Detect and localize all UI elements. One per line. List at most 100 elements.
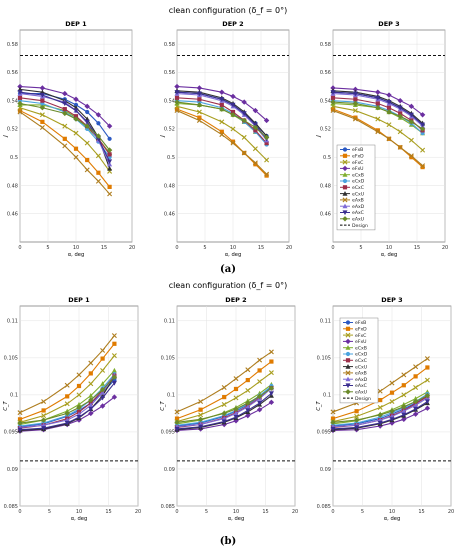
legend-label: eCxD [355,352,368,358]
data-point-eAxB [420,163,426,169]
data-point-eFxU [62,90,68,97]
y-tick-label: 0.56 [7,70,18,76]
data-point-eFxC [352,108,358,114]
data-point-eFxU [256,407,263,413]
y-tick-label: 0.085 [317,504,331,510]
legend-label: eFxC [352,160,363,166]
data-point-eAxC [84,119,90,125]
data-point-eAxC [64,420,70,426]
legend-marker [342,191,348,196]
data-point-eAxC [375,95,381,101]
data-point-eFxC [230,126,236,132]
legend-label: eCxU [355,364,367,370]
data-point-eAxD [88,402,94,408]
y-tick-label: 0.105 [317,356,331,362]
y-tick-label: 0.09 [7,467,18,473]
y-tick-label: 0.11 [320,319,331,325]
data-point-eAxC [174,90,180,95]
data-point-eAxC [268,391,274,397]
data-point-eFxU [95,112,102,118]
y-tick-label: 0.46 [7,212,18,218]
y-tick-label: 0.095 [317,430,331,436]
data-point-eAxU [40,417,47,423]
data-point-eAxB [64,382,70,388]
data-point-eCxC [107,152,112,157]
y-tick-label: 0.09 [164,467,175,473]
data-point-eAxB [352,116,358,122]
chart-panel-b3: DEP 3 0 5 10 15 20 0.085 0.09 0.095 0.1 0.105 0.11 α… [316,296,454,522]
data-point-eAxC [330,426,336,432]
data-point-eCxC [398,111,403,116]
data-point-eAxU [245,400,251,406]
legend-label: eAxB [352,198,364,204]
data-point-eFxD [17,417,23,422]
chart-title: DEP 2 [225,296,246,304]
data-point-eAxB [401,372,407,378]
data-point-eAxU [174,99,180,105]
legend-marker [342,185,348,190]
data-point-eAxU [230,112,236,118]
data-point-eFxD [197,115,202,120]
data-point-eAxU [221,410,227,417]
data-point-eCxB [100,381,106,386]
data-point-eCxC [386,105,392,110]
data-point-eAxB [257,357,263,363]
x-tick-label: 0 [331,245,334,251]
chart-panel-a1: DEP 1 0 5 10 15 20 0.46 0.48 0.5 0.52 0.54 0.56 0.58… [3,20,135,258]
x-tick-label: 0 [18,509,21,515]
chart-panel-a3: DEP 3 0 5 10 15 20 0.46 0.48 0.5 0.52 0.54 0.56 0.58… [316,20,448,258]
data-point-eFxD [198,407,203,412]
data-point-eAxC [386,99,392,105]
chart-panels: DEP 1 0 5 10 15 20 0.46 0.48 0.5 0.52 0.54 0.56 0.58… [3,20,454,522]
data-point-eFxU [99,403,106,409]
legend-label: eFxC [355,333,366,339]
data-point-eAxB [230,140,236,146]
data-point-eFxD [401,383,406,388]
x-tick-label: 20 [286,245,292,251]
data-point-eFxD [17,108,23,113]
x-tick-label: 10 [389,509,395,515]
data-point-eFxU [419,112,426,118]
x-tick-label: 10 [76,509,82,515]
data-point-eFxC [198,412,204,418]
figure-title-b: clean configuration (δ_f = 0°) [169,281,288,290]
legend-marker [342,172,348,177]
data-point-eAxB [76,372,82,378]
legend-label: eAxU [355,390,367,396]
data-point-eFxC [268,370,274,376]
data-point-eAxB [330,409,336,415]
x-tick-label: 0 [331,509,334,515]
data-point-eCxC [264,140,269,146]
data-point-eAxC [257,400,263,406]
data-point-eAxU [84,123,90,129]
data-point-eAxU [76,404,82,411]
data-point-eFxU [106,123,113,129]
data-point-eAxU [268,385,275,391]
data-point-eFxU [230,93,236,100]
data-point-eFxC [88,381,94,387]
data-point-eAxC [76,415,82,420]
data-point-eAxB [88,360,94,366]
legend-label: eAxC [352,210,364,216]
data-point-eFxD [378,397,383,403]
data-point-eCxB [88,393,94,398]
data-point-eFxD [420,164,425,170]
legend-marker [345,332,351,338]
x-tick-label: 15 [105,509,111,515]
data-point-eAxB [41,399,47,405]
legend-marker [342,153,348,158]
x-tick-label: 0 [175,509,178,515]
data-point-eAxC [100,395,106,401]
x-tick-label: 10 [233,509,239,515]
data-point-eAxC [408,112,414,118]
legend-marker [345,326,351,331]
data-point-eAxB [111,333,117,339]
data-point-eAxC [62,101,68,107]
data-point-eFxU [268,399,275,405]
data-point-eAxU [17,420,23,426]
data-point-eAxU [95,133,102,139]
data-point-eCxC [40,98,45,103]
data-point-eAxC [219,97,225,102]
chart-panel-b2: DEP 2 0 5 10 15 20 0.085 0.09 0.095 0.1 0.105 0.11 α… [160,296,298,522]
data-point-eAxU [233,406,239,412]
